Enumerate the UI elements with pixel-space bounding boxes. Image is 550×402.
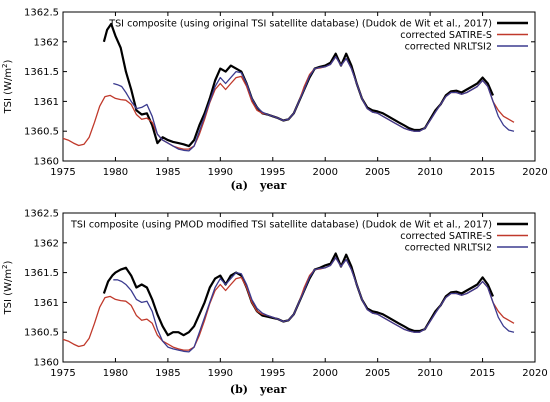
x-tick-label: 2000 [312, 167, 337, 178]
x-tick-label: 1980 [103, 167, 128, 178]
x-tick-label: 1990 [208, 167, 233, 178]
legend-label: corrected NRLTSI2 [405, 41, 492, 52]
x-tick-label: 1985 [155, 167, 180, 178]
x-tick-label: 2020 [522, 368, 547, 379]
y-axis-label-main: TSI (W/m [3, 269, 14, 315]
y-axis-label-sup: 2 [1, 63, 9, 67]
y-tick-label: 1362 [34, 238, 59, 249]
y-axis-label-end: ) [3, 260, 14, 264]
y-tick-label: 1362.5 [24, 209, 59, 220]
y-tick-label: 1362 [34, 37, 59, 48]
x-tick-label: 2005 [365, 167, 390, 178]
y-tick-label: 1360 [34, 157, 59, 168]
y-tick-label: 1361 [34, 298, 59, 309]
series-line-2 [62, 257, 515, 351]
y-tick-label: 1362.5 [24, 8, 59, 19]
y-tick-label: 1360.5 [24, 328, 59, 339]
x-axis-label: year [259, 383, 287, 396]
x-tick-label: 2010 [417, 167, 442, 178]
legend-label: TSI composite (using PMOD modified TSI s… [70, 219, 492, 230]
plot-frame [62, 11, 536, 162]
series-line-2 [62, 56, 515, 150]
x-tick-label: 1995 [260, 167, 285, 178]
x-tick-label: 1975 [50, 368, 75, 379]
panel-label: (b) [230, 383, 248, 396]
x-axis-label: year [259, 179, 287, 192]
panel-label: (a) [230, 179, 248, 192]
y-axis-label-sup: 2 [1, 264, 9, 268]
x-tick-label: 1985 [155, 368, 180, 379]
series-line-1 [102, 252, 495, 337]
x-tick-label: 1995 [260, 368, 285, 379]
y-axis-label: TSI (W/m2) [1, 59, 14, 114]
legend-label: TSI composite (using original TSI satell… [108, 18, 492, 29]
x-tick-label: 1980 [103, 368, 128, 379]
series-line-3 [113, 56, 515, 152]
legend-label: corrected SATIRE-S [400, 30, 492, 41]
y-axis-label-end: ) [3, 59, 14, 63]
y-tick-label: 1360 [34, 358, 59, 369]
chart-panel-a: 1975 1980 1985 1990 1995 2000 2005 2010 2015 2020… [1, 8, 548, 193]
series-line-3 [113, 257, 515, 353]
legend-label: corrected SATIRE-S [400, 231, 492, 242]
x-tick-label: 2015 [470, 368, 495, 379]
y-tick-label: 1360.5 [24, 127, 59, 138]
y-tick-label: 1361.5 [24, 268, 59, 279]
x-tick-label: 2015 [470, 167, 495, 178]
x-tick-label: 2000 [312, 368, 337, 379]
x-tick-label: 2005 [365, 368, 390, 379]
plot-frame [62, 212, 536, 363]
x-tick-label: 1990 [208, 368, 233, 379]
y-axis-label: TSI (W/m2) [1, 260, 14, 315]
x-tick-label: 2010 [417, 368, 442, 379]
y-tick-label: 1361 [34, 97, 59, 108]
y-tick-label: 1361.5 [24, 67, 59, 78]
y-axis-label-main: TSI (W/m [3, 68, 14, 114]
legend-label: corrected NRLTSI2 [405, 242, 492, 253]
x-tick-label: 2020 [522, 167, 547, 178]
chart-panel-b: 1975 1980 1985 1990 1995 2000 2005 2010 2015 2020… [1, 209, 548, 397]
x-tick-label: 1975 [50, 167, 75, 178]
